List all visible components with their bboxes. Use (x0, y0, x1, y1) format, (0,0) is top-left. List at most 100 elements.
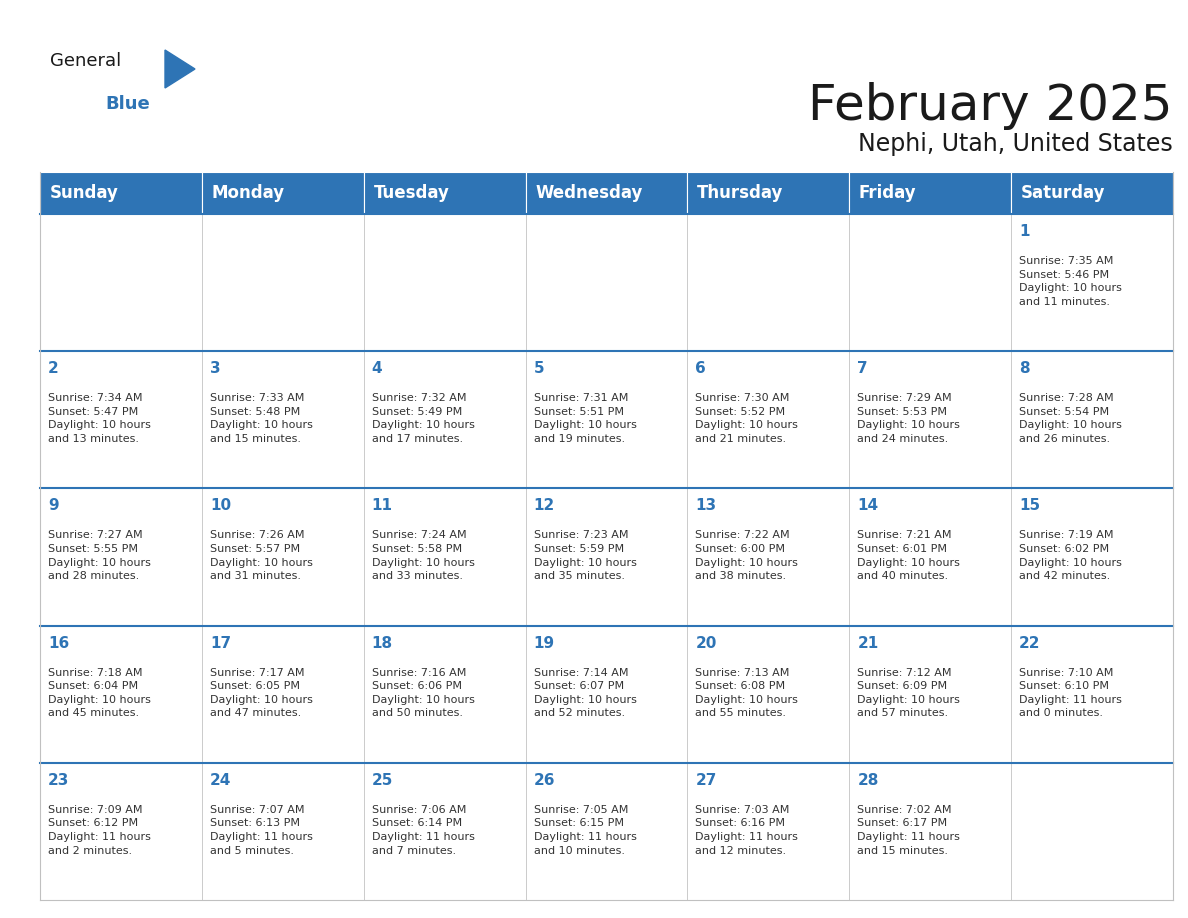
Bar (202, 763, 364, 900)
Text: Sunrise: 7:33 AM
Sunset: 5:48 PM
Daylight: 10 hours
and 15 minutes.: Sunrise: 7:33 AM Sunset: 5:48 PM Dayligh… (210, 393, 312, 444)
Bar (364, 625, 525, 763)
Bar (688, 214, 849, 352)
Text: Sunrise: 7:02 AM
Sunset: 6:17 PM
Daylight: 11 hours
and 15 minutes.: Sunrise: 7:02 AM Sunset: 6:17 PM Dayligh… (858, 805, 960, 856)
Bar (364, 172, 525, 214)
Text: Sunrise: 7:31 AM
Sunset: 5:51 PM
Daylight: 10 hours
and 19 minutes.: Sunrise: 7:31 AM Sunset: 5:51 PM Dayligh… (533, 393, 637, 444)
Text: 8: 8 (1019, 361, 1030, 376)
Text: Sunrise: 7:16 AM
Sunset: 6:06 PM
Daylight: 10 hours
and 50 minutes.: Sunrise: 7:16 AM Sunset: 6:06 PM Dayligh… (372, 667, 474, 719)
Text: 5: 5 (533, 361, 544, 376)
Bar (1011, 352, 1173, 488)
Bar (40, 763, 202, 900)
Text: General: General (50, 52, 121, 70)
Bar (688, 352, 849, 488)
Text: 1: 1 (1019, 224, 1030, 239)
Text: Sunrise: 7:07 AM
Sunset: 6:13 PM
Daylight: 11 hours
and 5 minutes.: Sunrise: 7:07 AM Sunset: 6:13 PM Dayligh… (210, 805, 312, 856)
Text: 2: 2 (48, 361, 58, 376)
Text: Sunrise: 7:24 AM
Sunset: 5:58 PM
Daylight: 10 hours
and 33 minutes.: Sunrise: 7:24 AM Sunset: 5:58 PM Dayligh… (372, 531, 474, 581)
Text: Wednesday: Wednesday (536, 184, 643, 202)
Text: 10: 10 (210, 498, 230, 513)
Text: 6: 6 (695, 361, 706, 376)
Bar (1011, 625, 1173, 763)
Bar (525, 172, 688, 214)
Text: Sunrise: 7:23 AM
Sunset: 5:59 PM
Daylight: 10 hours
and 35 minutes.: Sunrise: 7:23 AM Sunset: 5:59 PM Dayligh… (533, 531, 637, 581)
Text: Tuesday: Tuesday (373, 184, 449, 202)
Bar (1011, 763, 1173, 900)
Bar (40, 625, 202, 763)
Bar (525, 625, 688, 763)
Text: Sunrise: 7:12 AM
Sunset: 6:09 PM
Daylight: 10 hours
and 57 minutes.: Sunrise: 7:12 AM Sunset: 6:09 PM Dayligh… (858, 667, 960, 719)
Bar (688, 172, 849, 214)
Text: Saturday: Saturday (1020, 184, 1105, 202)
Text: Sunrise: 7:22 AM
Sunset: 6:00 PM
Daylight: 10 hours
and 38 minutes.: Sunrise: 7:22 AM Sunset: 6:00 PM Dayligh… (695, 531, 798, 581)
Text: Sunrise: 7:29 AM
Sunset: 5:53 PM
Daylight: 10 hours
and 24 minutes.: Sunrise: 7:29 AM Sunset: 5:53 PM Dayligh… (858, 393, 960, 444)
Bar (849, 488, 1011, 625)
Bar (202, 172, 364, 214)
Text: Sunrise: 7:30 AM
Sunset: 5:52 PM
Daylight: 10 hours
and 21 minutes.: Sunrise: 7:30 AM Sunset: 5:52 PM Dayligh… (695, 393, 798, 444)
Text: Sunrise: 7:03 AM
Sunset: 6:16 PM
Daylight: 11 hours
and 12 minutes.: Sunrise: 7:03 AM Sunset: 6:16 PM Dayligh… (695, 805, 798, 856)
Text: Sunrise: 7:34 AM
Sunset: 5:47 PM
Daylight: 10 hours
and 13 minutes.: Sunrise: 7:34 AM Sunset: 5:47 PM Dayligh… (48, 393, 151, 444)
Text: 24: 24 (210, 773, 232, 788)
Text: Sunrise: 7:05 AM
Sunset: 6:15 PM
Daylight: 11 hours
and 10 minutes.: Sunrise: 7:05 AM Sunset: 6:15 PM Dayligh… (533, 805, 637, 856)
Text: Sunrise: 7:10 AM
Sunset: 6:10 PM
Daylight: 11 hours
and 0 minutes.: Sunrise: 7:10 AM Sunset: 6:10 PM Dayligh… (1019, 667, 1121, 719)
Text: 18: 18 (372, 635, 393, 651)
Text: 28: 28 (858, 773, 879, 788)
Text: Sunrise: 7:32 AM
Sunset: 5:49 PM
Daylight: 10 hours
and 17 minutes.: Sunrise: 7:32 AM Sunset: 5:49 PM Dayligh… (372, 393, 474, 444)
Bar (202, 214, 364, 352)
Text: 15: 15 (1019, 498, 1041, 513)
Bar (849, 625, 1011, 763)
Text: 20: 20 (695, 635, 716, 651)
Bar (202, 625, 364, 763)
Text: Sunrise: 7:17 AM
Sunset: 6:05 PM
Daylight: 10 hours
and 47 minutes.: Sunrise: 7:17 AM Sunset: 6:05 PM Dayligh… (210, 667, 312, 719)
Text: Sunrise: 7:18 AM
Sunset: 6:04 PM
Daylight: 10 hours
and 45 minutes.: Sunrise: 7:18 AM Sunset: 6:04 PM Dayligh… (48, 667, 151, 719)
Bar (525, 214, 688, 352)
Bar (202, 352, 364, 488)
Text: Sunrise: 7:27 AM
Sunset: 5:55 PM
Daylight: 10 hours
and 28 minutes.: Sunrise: 7:27 AM Sunset: 5:55 PM Dayligh… (48, 531, 151, 581)
Bar (525, 352, 688, 488)
Text: 12: 12 (533, 498, 555, 513)
Text: Sunrise: 7:19 AM
Sunset: 6:02 PM
Daylight: 10 hours
and 42 minutes.: Sunrise: 7:19 AM Sunset: 6:02 PM Dayligh… (1019, 531, 1121, 581)
Text: 16: 16 (48, 635, 69, 651)
Text: 26: 26 (533, 773, 555, 788)
Text: 17: 17 (210, 635, 230, 651)
Bar (364, 763, 525, 900)
Bar (688, 488, 849, 625)
Text: Nephi, Utah, United States: Nephi, Utah, United States (858, 132, 1173, 156)
Text: Sunrise: 7:28 AM
Sunset: 5:54 PM
Daylight: 10 hours
and 26 minutes.: Sunrise: 7:28 AM Sunset: 5:54 PM Dayligh… (1019, 393, 1121, 444)
Text: Sunrise: 7:06 AM
Sunset: 6:14 PM
Daylight: 11 hours
and 7 minutes.: Sunrise: 7:06 AM Sunset: 6:14 PM Dayligh… (372, 805, 474, 856)
Text: 19: 19 (533, 635, 555, 651)
Text: Sunrise: 7:14 AM
Sunset: 6:07 PM
Daylight: 10 hours
and 52 minutes.: Sunrise: 7:14 AM Sunset: 6:07 PM Dayligh… (533, 667, 637, 719)
Text: Friday: Friday (859, 184, 917, 202)
Bar (40, 488, 202, 625)
Bar (40, 352, 202, 488)
Text: Monday: Monday (211, 184, 285, 202)
Bar (849, 172, 1011, 214)
Bar (1011, 214, 1173, 352)
Bar (849, 763, 1011, 900)
Text: Blue: Blue (105, 95, 150, 113)
Text: 11: 11 (372, 498, 393, 513)
Bar (364, 352, 525, 488)
Text: 25: 25 (372, 773, 393, 788)
Text: Sunrise: 7:13 AM
Sunset: 6:08 PM
Daylight: 10 hours
and 55 minutes.: Sunrise: 7:13 AM Sunset: 6:08 PM Dayligh… (695, 667, 798, 719)
Bar (849, 214, 1011, 352)
Text: Thursday: Thursday (697, 184, 784, 202)
Text: Sunrise: 7:26 AM
Sunset: 5:57 PM
Daylight: 10 hours
and 31 minutes.: Sunrise: 7:26 AM Sunset: 5:57 PM Dayligh… (210, 531, 312, 581)
Bar (849, 352, 1011, 488)
Text: 9: 9 (48, 498, 58, 513)
Text: 23: 23 (48, 773, 69, 788)
Polygon shape (165, 50, 195, 88)
Text: Sunrise: 7:09 AM
Sunset: 6:12 PM
Daylight: 11 hours
and 2 minutes.: Sunrise: 7:09 AM Sunset: 6:12 PM Dayligh… (48, 805, 151, 856)
Text: 21: 21 (858, 635, 879, 651)
Bar (688, 625, 849, 763)
Text: 27: 27 (695, 773, 716, 788)
Bar (1011, 172, 1173, 214)
Bar (688, 763, 849, 900)
Text: 3: 3 (210, 361, 221, 376)
Text: 14: 14 (858, 498, 878, 513)
Text: February 2025: February 2025 (809, 82, 1173, 130)
Bar (202, 488, 364, 625)
Text: 22: 22 (1019, 635, 1041, 651)
Bar (40, 214, 202, 352)
Text: 4: 4 (372, 361, 383, 376)
Text: Sunrise: 7:21 AM
Sunset: 6:01 PM
Daylight: 10 hours
and 40 minutes.: Sunrise: 7:21 AM Sunset: 6:01 PM Dayligh… (858, 531, 960, 581)
